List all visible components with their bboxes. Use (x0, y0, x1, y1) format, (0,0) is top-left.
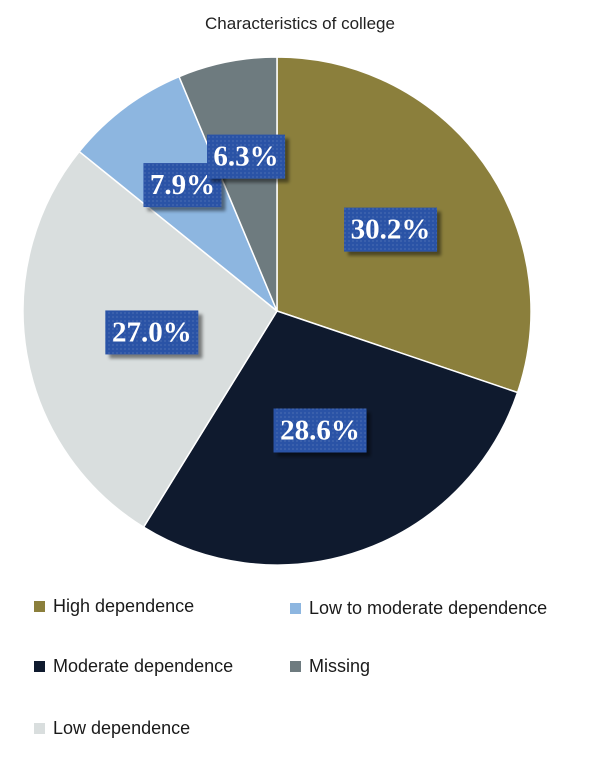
slice-label-low-dependence: 27.0% (105, 310, 199, 355)
legend-item-high-dependence: High dependence (34, 596, 194, 617)
legend-swatch (34, 601, 45, 612)
pie-chart: 30.2% 28.6% 27.0% 7.9%6.3% (22, 56, 532, 566)
legend-item-moderate-dependence: Moderate dependence (34, 656, 233, 677)
slice-label-texture (344, 207, 438, 252)
slice-label-missing: 6.3% (207, 134, 286, 179)
legend-label: High dependence (53, 596, 195, 616)
slice-label-high-dependence: 30.2% (344, 207, 438, 252)
slice-label-moderate-dependence: 28.6% (273, 408, 367, 453)
slice-label-texture (207, 134, 286, 179)
chart-title: Characteristics of college (205, 14, 395, 33)
legend-item-low-to-moderate-dependence: Low to moderate dependence (290, 598, 547, 619)
slice-label-text: 27.0% (112, 316, 192, 348)
legend-swatch (290, 603, 301, 614)
legend-item-low-dependence: Low dependence (34, 718, 190, 739)
legend-label: Missing (309, 656, 371, 676)
legend-label: Moderate dependence (53, 656, 234, 676)
legend-label: Low dependence (53, 718, 191, 738)
legend-label: Low to moderate dependence (309, 598, 548, 618)
slice-label-text: 6.3% (213, 141, 278, 173)
slice-label-text: 7.9% (150, 169, 215, 201)
pie-labels: 30.2% 28.6% 27.0% 7.9%6.3% (105, 134, 438, 453)
legend-swatch (34, 661, 45, 672)
slice-label-texture (105, 310, 199, 355)
legend-swatch (290, 661, 301, 672)
legend-swatch (34, 723, 45, 734)
slice-label-texture (273, 408, 367, 453)
pie-slice-missing (178, 56, 278, 312)
slice-label-text: 30.2% (351, 214, 431, 246)
legend-item-missing: Missing (290, 656, 370, 677)
slice-label-text: 28.6% (280, 414, 360, 446)
pie-slices (22, 56, 532, 566)
